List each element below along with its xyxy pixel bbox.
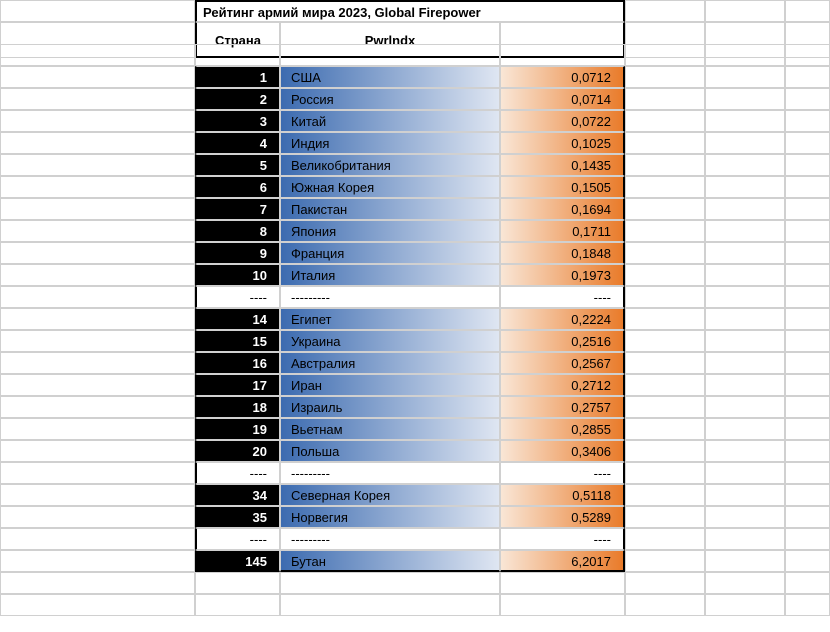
country-cell: Индия: [280, 132, 500, 154]
country-cell: Северная Корея: [280, 484, 500, 506]
rank-cell: 145: [195, 550, 280, 572]
pwr-cell: 0,1711: [500, 220, 625, 242]
pwr-cell: 0,1025: [500, 132, 625, 154]
pwr-cell: 0,2757: [500, 396, 625, 418]
separator-rank: ----: [195, 462, 280, 484]
pwr-cell: 0,2855: [500, 418, 625, 440]
rank-cell: 14: [195, 308, 280, 330]
pwr-cell: 0,5118: [500, 484, 625, 506]
rank-cell: 8: [195, 220, 280, 242]
rank-cell: 18: [195, 396, 280, 418]
table-title: Рейтинг армий мира 2023, Global Firepowe…: [195, 0, 625, 22]
country-cell: Украина: [280, 330, 500, 352]
rank-cell: 9: [195, 242, 280, 264]
pwr-cell: 0,1505: [500, 176, 625, 198]
country-cell: США: [280, 66, 500, 88]
pwr-cell: 0,1694: [500, 198, 625, 220]
rank-cell: 15: [195, 330, 280, 352]
rank-cell: 5: [195, 154, 280, 176]
rank-cell: 17: [195, 374, 280, 396]
country-cell: Израиль: [280, 396, 500, 418]
country-cell: Австралия: [280, 352, 500, 374]
pwr-cell: 0,2224: [500, 308, 625, 330]
country-cell: Польша: [280, 440, 500, 462]
pwr-cell: 0,1973: [500, 264, 625, 286]
pwr-cell: 0,2516: [500, 330, 625, 352]
pwr-cell: 0,0722: [500, 110, 625, 132]
spreadsheet-grid: Рейтинг армий мира 2023, Global Firepowe…: [0, 0, 830, 616]
country-cell: Россия: [280, 88, 500, 110]
country-cell: Южная Корея: [280, 176, 500, 198]
rank-cell: 35: [195, 506, 280, 528]
separator-pwr: ----: [500, 286, 625, 308]
rank-cell: 19: [195, 418, 280, 440]
separator-country: ---------: [280, 286, 500, 308]
separator-country: ---------: [280, 528, 500, 550]
pwr-cell: 0,2567: [500, 352, 625, 374]
country-cell: Италия: [280, 264, 500, 286]
pwr-cell: 0,2712: [500, 374, 625, 396]
rank-cell: 20: [195, 440, 280, 462]
pwr-cell: 0,3406: [500, 440, 625, 462]
pwr-cell: 0,0714: [500, 88, 625, 110]
pwr-cell: 0,1848: [500, 242, 625, 264]
pwr-cell: 0,5289: [500, 506, 625, 528]
country-cell: Китай: [280, 110, 500, 132]
separator-pwr: ----: [500, 528, 625, 550]
pwr-cell: 0,0712: [500, 66, 625, 88]
country-cell: Бутан: [280, 550, 500, 572]
country-cell: Франция: [280, 242, 500, 264]
rank-cell: 4: [195, 132, 280, 154]
country-cell: Вьетнам: [280, 418, 500, 440]
separator-rank: ----: [195, 286, 280, 308]
separator-pwr: ----: [500, 462, 625, 484]
pwr-cell: 0,1435: [500, 154, 625, 176]
pwr-cell: 6,2017: [500, 550, 625, 572]
country-cell: Япония: [280, 220, 500, 242]
country-cell: Норвегия: [280, 506, 500, 528]
country-cell: Пакистан: [280, 198, 500, 220]
separator-country: ---------: [280, 462, 500, 484]
rank-cell: 6: [195, 176, 280, 198]
rank-cell: 2: [195, 88, 280, 110]
country-cell: Египет: [280, 308, 500, 330]
rank-cell: 1: [195, 66, 280, 88]
separator-rank: ----: [195, 528, 280, 550]
rank-cell: 10: [195, 264, 280, 286]
rank-cell: 3: [195, 110, 280, 132]
rank-cell: 16: [195, 352, 280, 374]
country-cell: Иран: [280, 374, 500, 396]
country-cell: Великобритания: [280, 154, 500, 176]
rank-cell: 34: [195, 484, 280, 506]
rank-cell: 7: [195, 198, 280, 220]
